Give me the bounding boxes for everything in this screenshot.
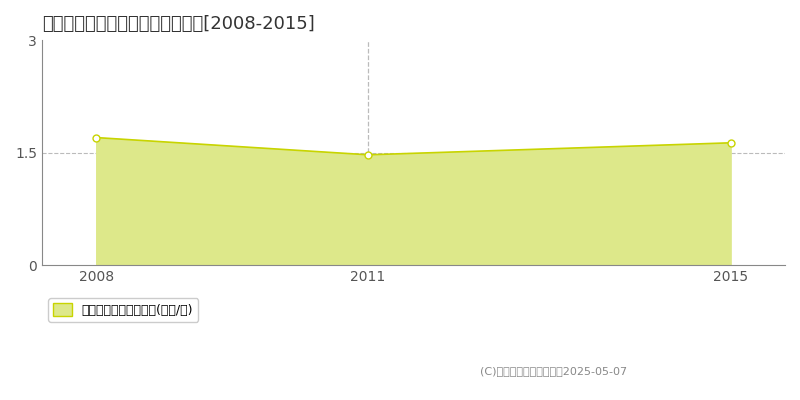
Point [362,152,374,158]
Legend: 土地価格　平均坪単価(万円/坪): 土地価格 平均坪単価(万円/坪) [48,298,198,322]
Point [90,134,102,141]
Text: 朝倉郡筑前町弥永　土地価格推移[2008-2015]: 朝倉郡筑前町弥永 土地価格推移[2008-2015] [42,15,314,33]
Text: (C)土地価格ドットコム　2025-05-07: (C)土地価格ドットコム 2025-05-07 [480,366,627,376]
Point [724,140,737,146]
